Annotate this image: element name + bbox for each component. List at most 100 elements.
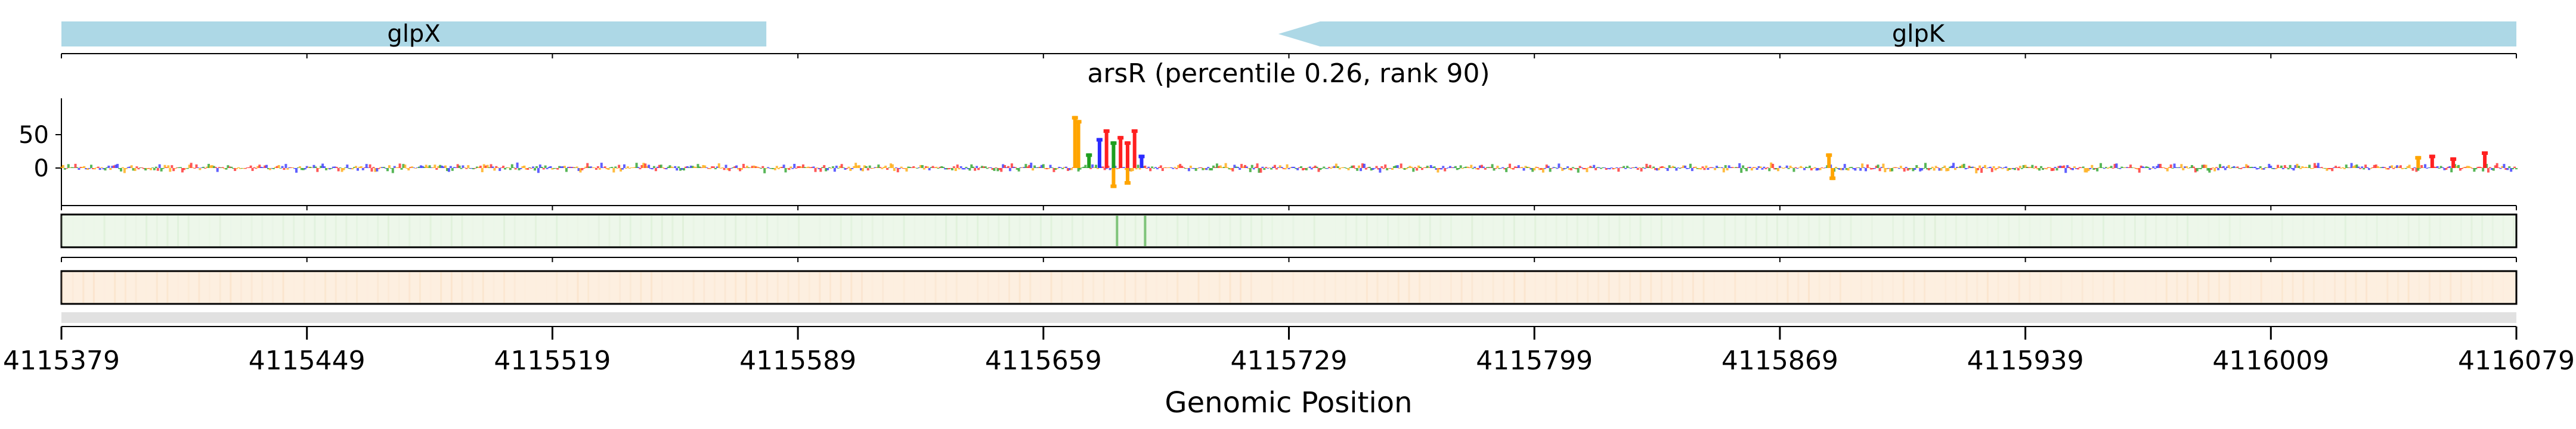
genomic-tick-label-1: 4115449 bbox=[249, 346, 366, 376]
logo-letter bbox=[1286, 164, 1289, 168]
logo-letter bbox=[1200, 167, 1203, 168]
attr-2-stripe bbox=[2292, 272, 2294, 303]
attr-2-stripe bbox=[335, 272, 337, 303]
logo-letter bbox=[1535, 166, 1538, 168]
logo-letter bbox=[914, 167, 917, 168]
logo-letter bbox=[1596, 167, 1599, 168]
logo-letter bbox=[686, 166, 689, 168]
logo-letter bbox=[1996, 168, 1999, 169]
attr-2-stripe bbox=[1261, 272, 1262, 303]
attr-1-stripe bbox=[1397, 216, 1400, 246]
logo-letter bbox=[2443, 168, 2446, 170]
logo-letter bbox=[2318, 167, 2321, 168]
gene-glpx-label: glpX bbox=[387, 20, 440, 48]
logo-letter bbox=[486, 164, 489, 168]
logo-letter bbox=[1435, 168, 1438, 170]
attr-1-stripe bbox=[1745, 216, 1747, 246]
logo-letter bbox=[1300, 166, 1303, 168]
logo-letter bbox=[1463, 167, 1466, 168]
logo-letter bbox=[967, 168, 970, 169]
logo-letter bbox=[2132, 167, 2135, 168]
attr-1-stripe bbox=[1039, 216, 1042, 246]
logo-letter bbox=[930, 167, 933, 168]
logo-letter bbox=[2222, 166, 2225, 168]
logo-letter bbox=[176, 167, 179, 168]
attr-2-stripe bbox=[2228, 272, 2231, 303]
logo-letter bbox=[2434, 166, 2437, 168]
logo-letter bbox=[1729, 167, 1732, 168]
logo-motif-peaks bbox=[1072, 116, 2488, 188]
logo-letter bbox=[1485, 167, 1488, 168]
logo-letter bbox=[2213, 168, 2216, 172]
logo-letter bbox=[1748, 167, 1751, 168]
attr-1-stripe bbox=[1376, 216, 1379, 246]
attr-2-stripe bbox=[1755, 272, 1757, 303]
attr-1-stripe bbox=[1850, 216, 1852, 246]
logo-letter bbox=[2410, 168, 2413, 169]
logo-letter bbox=[1375, 166, 1378, 168]
logo-letter bbox=[156, 168, 159, 171]
logo-letter bbox=[1740, 168, 1743, 173]
logo-letter bbox=[2110, 166, 2113, 168]
logo-letter bbox=[2076, 168, 2079, 170]
logo-letter bbox=[2085, 168, 2088, 173]
logo-letter bbox=[181, 168, 184, 173]
logo-letter bbox=[491, 166, 494, 168]
logo-letter bbox=[1465, 166, 1467, 168]
attribution-track-green-ticks bbox=[61, 257, 2517, 262]
logo-letter bbox=[2240, 168, 2243, 169]
logo-letter bbox=[312, 164, 315, 168]
attr-1-stripe bbox=[1965, 216, 1968, 246]
logo-letter bbox=[509, 168, 512, 170]
logo-letter bbox=[163, 164, 166, 168]
logo-letter bbox=[1580, 167, 1583, 168]
logo-letter bbox=[2043, 168, 2046, 169]
logo-letter bbox=[490, 164, 493, 168]
logo-letter bbox=[948, 168, 950, 170]
logo-letter bbox=[93, 168, 96, 170]
logo-letter bbox=[1321, 168, 1324, 169]
logo-letter bbox=[1323, 166, 1326, 168]
logo-letter bbox=[260, 167, 263, 168]
logo-letter bbox=[2156, 166, 2159, 168]
logo-letter bbox=[1308, 166, 1311, 168]
logo-letter bbox=[169, 168, 172, 172]
logo-letter bbox=[1792, 168, 1795, 172]
attr-2-stripe bbox=[2281, 272, 2283, 303]
attr-2-stripe bbox=[1776, 272, 1779, 303]
logo-letter bbox=[72, 167, 75, 168]
logo-letter bbox=[1943, 165, 1946, 168]
logo-letter bbox=[383, 167, 386, 168]
logo-letter bbox=[1675, 168, 1678, 171]
logo-letter bbox=[2131, 167, 2134, 168]
logo-letter bbox=[1028, 164, 1031, 168]
logo-letter bbox=[1568, 168, 1571, 170]
attr-1-stripe bbox=[2302, 216, 2305, 246]
attr-1-stripe bbox=[766, 216, 769, 246]
logo-letter bbox=[2196, 168, 2199, 172]
logo-letter bbox=[2175, 167, 2178, 168]
logo-letter bbox=[1863, 167, 1866, 168]
logo-letter bbox=[583, 168, 586, 169]
attr-1-stripe bbox=[2092, 216, 2094, 246]
attr-2-stripe bbox=[398, 272, 400, 303]
logo-letter bbox=[377, 168, 380, 169]
logo-letter bbox=[1352, 165, 1355, 168]
logo-letter bbox=[1708, 167, 1711, 168]
logo-letter bbox=[1168, 167, 1171, 168]
attr-2-stripe bbox=[1450, 272, 1453, 303]
logo-letter bbox=[2402, 168, 2405, 169]
logo-letter bbox=[2243, 167, 2246, 168]
logo-letter bbox=[1065, 166, 1068, 168]
attr-1-stripe bbox=[135, 216, 137, 246]
logo-letter bbox=[1487, 167, 1490, 168]
logo-letter bbox=[711, 166, 714, 168]
logo-letter bbox=[1194, 168, 1197, 171]
logo-letter bbox=[1959, 166, 1962, 168]
logo-letter bbox=[2164, 168, 2167, 169]
logo-letter bbox=[339, 167, 342, 168]
logo-letter bbox=[835, 166, 838, 168]
logo-letter bbox=[400, 168, 403, 170]
motif-peak-7 bbox=[1124, 141, 1131, 168]
logo-letter bbox=[1196, 168, 1199, 169]
